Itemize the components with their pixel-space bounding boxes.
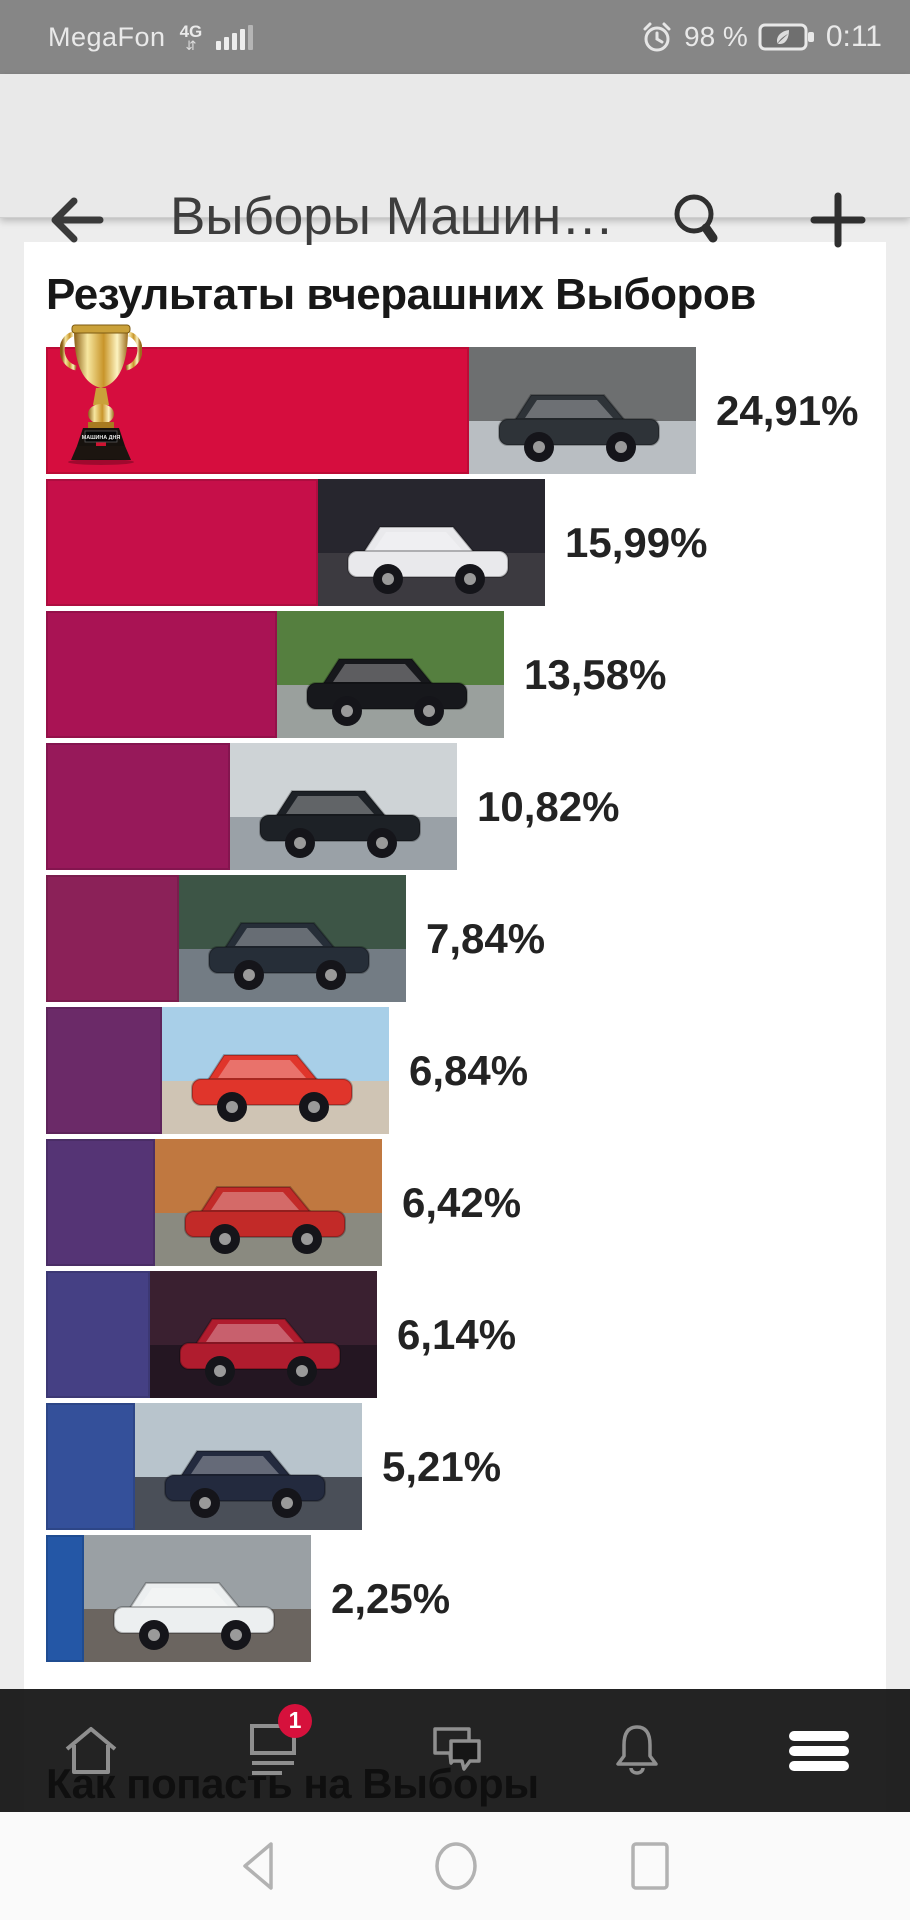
car-silhouette xyxy=(179,1318,341,1386)
chart-row[interactable]: 13,58% xyxy=(46,611,864,738)
home-circle-icon xyxy=(435,1842,477,1890)
vote-bar xyxy=(46,743,230,870)
vote-percentage: 5,21% xyxy=(382,1442,502,1490)
car-photo[interactable] xyxy=(318,479,545,606)
vote-percentage: 15,99% xyxy=(565,518,708,566)
vote-results-chart: МАШИНА ДНЯ 24,91% xyxy=(46,324,864,1662)
vote-percentage: 6,84% xyxy=(409,1046,529,1094)
results-heading: Результаты вчерашних Выборов xyxy=(46,270,756,319)
car-photo[interactable] xyxy=(162,1007,389,1134)
vote-bar xyxy=(46,479,318,606)
android-nav-bar xyxy=(0,1812,910,1920)
vote-percentage: 13,58% xyxy=(524,650,667,698)
app-bar: Выборы Машин… xyxy=(0,74,910,248)
car-photo[interactable] xyxy=(84,1535,311,1662)
car-silhouette xyxy=(259,790,421,858)
vote-percentage: 24,91% xyxy=(716,386,859,434)
car-silhouette xyxy=(191,1054,353,1122)
vote-bar xyxy=(46,1535,84,1662)
trophy-icon: МАШИНА ДНЯ xyxy=(60,324,142,465)
search-icon[interactable] xyxy=(666,188,730,252)
chart-row[interactable]: 10,82% xyxy=(46,743,864,870)
car-silhouette xyxy=(347,526,509,594)
car-silhouette xyxy=(113,1582,275,1650)
chart-row[interactable]: 6,42% xyxy=(46,1139,864,1266)
status-bar: MegaFon 4G ⇵ 98 % 0:11 xyxy=(0,0,910,74)
car-silhouette xyxy=(184,1186,346,1254)
bottom-nav: 1 xyxy=(0,1689,910,1812)
nav-messages[interactable] xyxy=(420,1716,490,1786)
results-card: Результаты вчерашних Выборов xyxy=(24,242,886,1812)
page-title: Выборы Машин… xyxy=(170,187,615,246)
vote-bar xyxy=(46,611,277,738)
chart-row[interactable]: 15,99% xyxy=(46,479,864,606)
hamburger-menu-icon xyxy=(789,1730,849,1771)
chart-row[interactable]: 7,84% xyxy=(46,875,864,1002)
car-photo[interactable] xyxy=(230,743,457,870)
back-triangle-icon xyxy=(243,1842,273,1890)
vote-bar xyxy=(46,1271,150,1398)
notification-badge: 1 xyxy=(278,1703,312,1738)
battery-saver-icon xyxy=(758,23,814,51)
vote-percentage: 6,14% xyxy=(397,1310,517,1358)
nav-menu[interactable] xyxy=(784,1716,854,1786)
alarm-clock-icon xyxy=(643,22,671,52)
car-silhouette xyxy=(164,1450,326,1518)
vote-bar xyxy=(46,1139,155,1266)
vote-percentage: 2,25% xyxy=(331,1574,451,1622)
vote-percentage: 7,84% xyxy=(426,914,546,962)
car-photo[interactable] xyxy=(155,1139,382,1266)
back-arrow-icon[interactable] xyxy=(44,188,108,252)
signal-strength-icon xyxy=(216,24,254,50)
chart-row[interactable]: 2,25% xyxy=(46,1535,864,1662)
android-back-button[interactable] xyxy=(229,1834,293,1898)
car-photo[interactable] xyxy=(179,875,406,1002)
add-icon[interactable] xyxy=(806,188,870,252)
vote-bar xyxy=(46,875,179,1002)
car-silhouette xyxy=(498,394,660,462)
battery-percent-label: 98 % xyxy=(684,21,748,52)
chat-bubbles-icon xyxy=(433,1726,481,1771)
car-photo[interactable] xyxy=(135,1403,362,1530)
car-silhouette xyxy=(306,658,468,726)
nav-notifications[interactable] xyxy=(602,1716,672,1786)
bell-icon xyxy=(616,1724,658,1775)
vote-bar xyxy=(46,1007,162,1134)
carrier-label: MegaFon xyxy=(48,21,166,52)
vote-percentage: 10,82% xyxy=(477,782,620,830)
trophy-plaque-label: МАШИНА ДНЯ xyxy=(82,435,121,441)
vote-percentage: 6,42% xyxy=(402,1178,522,1226)
home-icon xyxy=(65,1726,117,1774)
chart-row[interactable]: 6,84% xyxy=(46,1007,864,1134)
feed-icon xyxy=(250,1723,296,1775)
vote-bar xyxy=(46,1403,135,1530)
nav-home[interactable] xyxy=(56,1716,126,1786)
android-home-button[interactable] xyxy=(424,1834,488,1898)
clock-label: 0:11 xyxy=(825,20,882,53)
chart-row[interactable]: 6,14% xyxy=(46,1271,864,1398)
car-silhouette xyxy=(208,922,370,990)
chart-rows: 24,91% 15,99% xyxy=(46,347,864,1662)
car-photo[interactable] xyxy=(469,347,696,474)
recents-square-icon xyxy=(631,1842,669,1890)
chart-row[interactable]: 24,91% xyxy=(46,347,864,474)
chart-row[interactable]: 5,21% xyxy=(46,1403,864,1530)
car-photo[interactable] xyxy=(150,1271,377,1398)
android-recents-button[interactable] xyxy=(618,1834,682,1898)
nav-feed[interactable]: 1 xyxy=(238,1703,312,1786)
car-photo[interactable] xyxy=(277,611,504,738)
network-type-icon: 4G ⇵ xyxy=(179,21,203,53)
